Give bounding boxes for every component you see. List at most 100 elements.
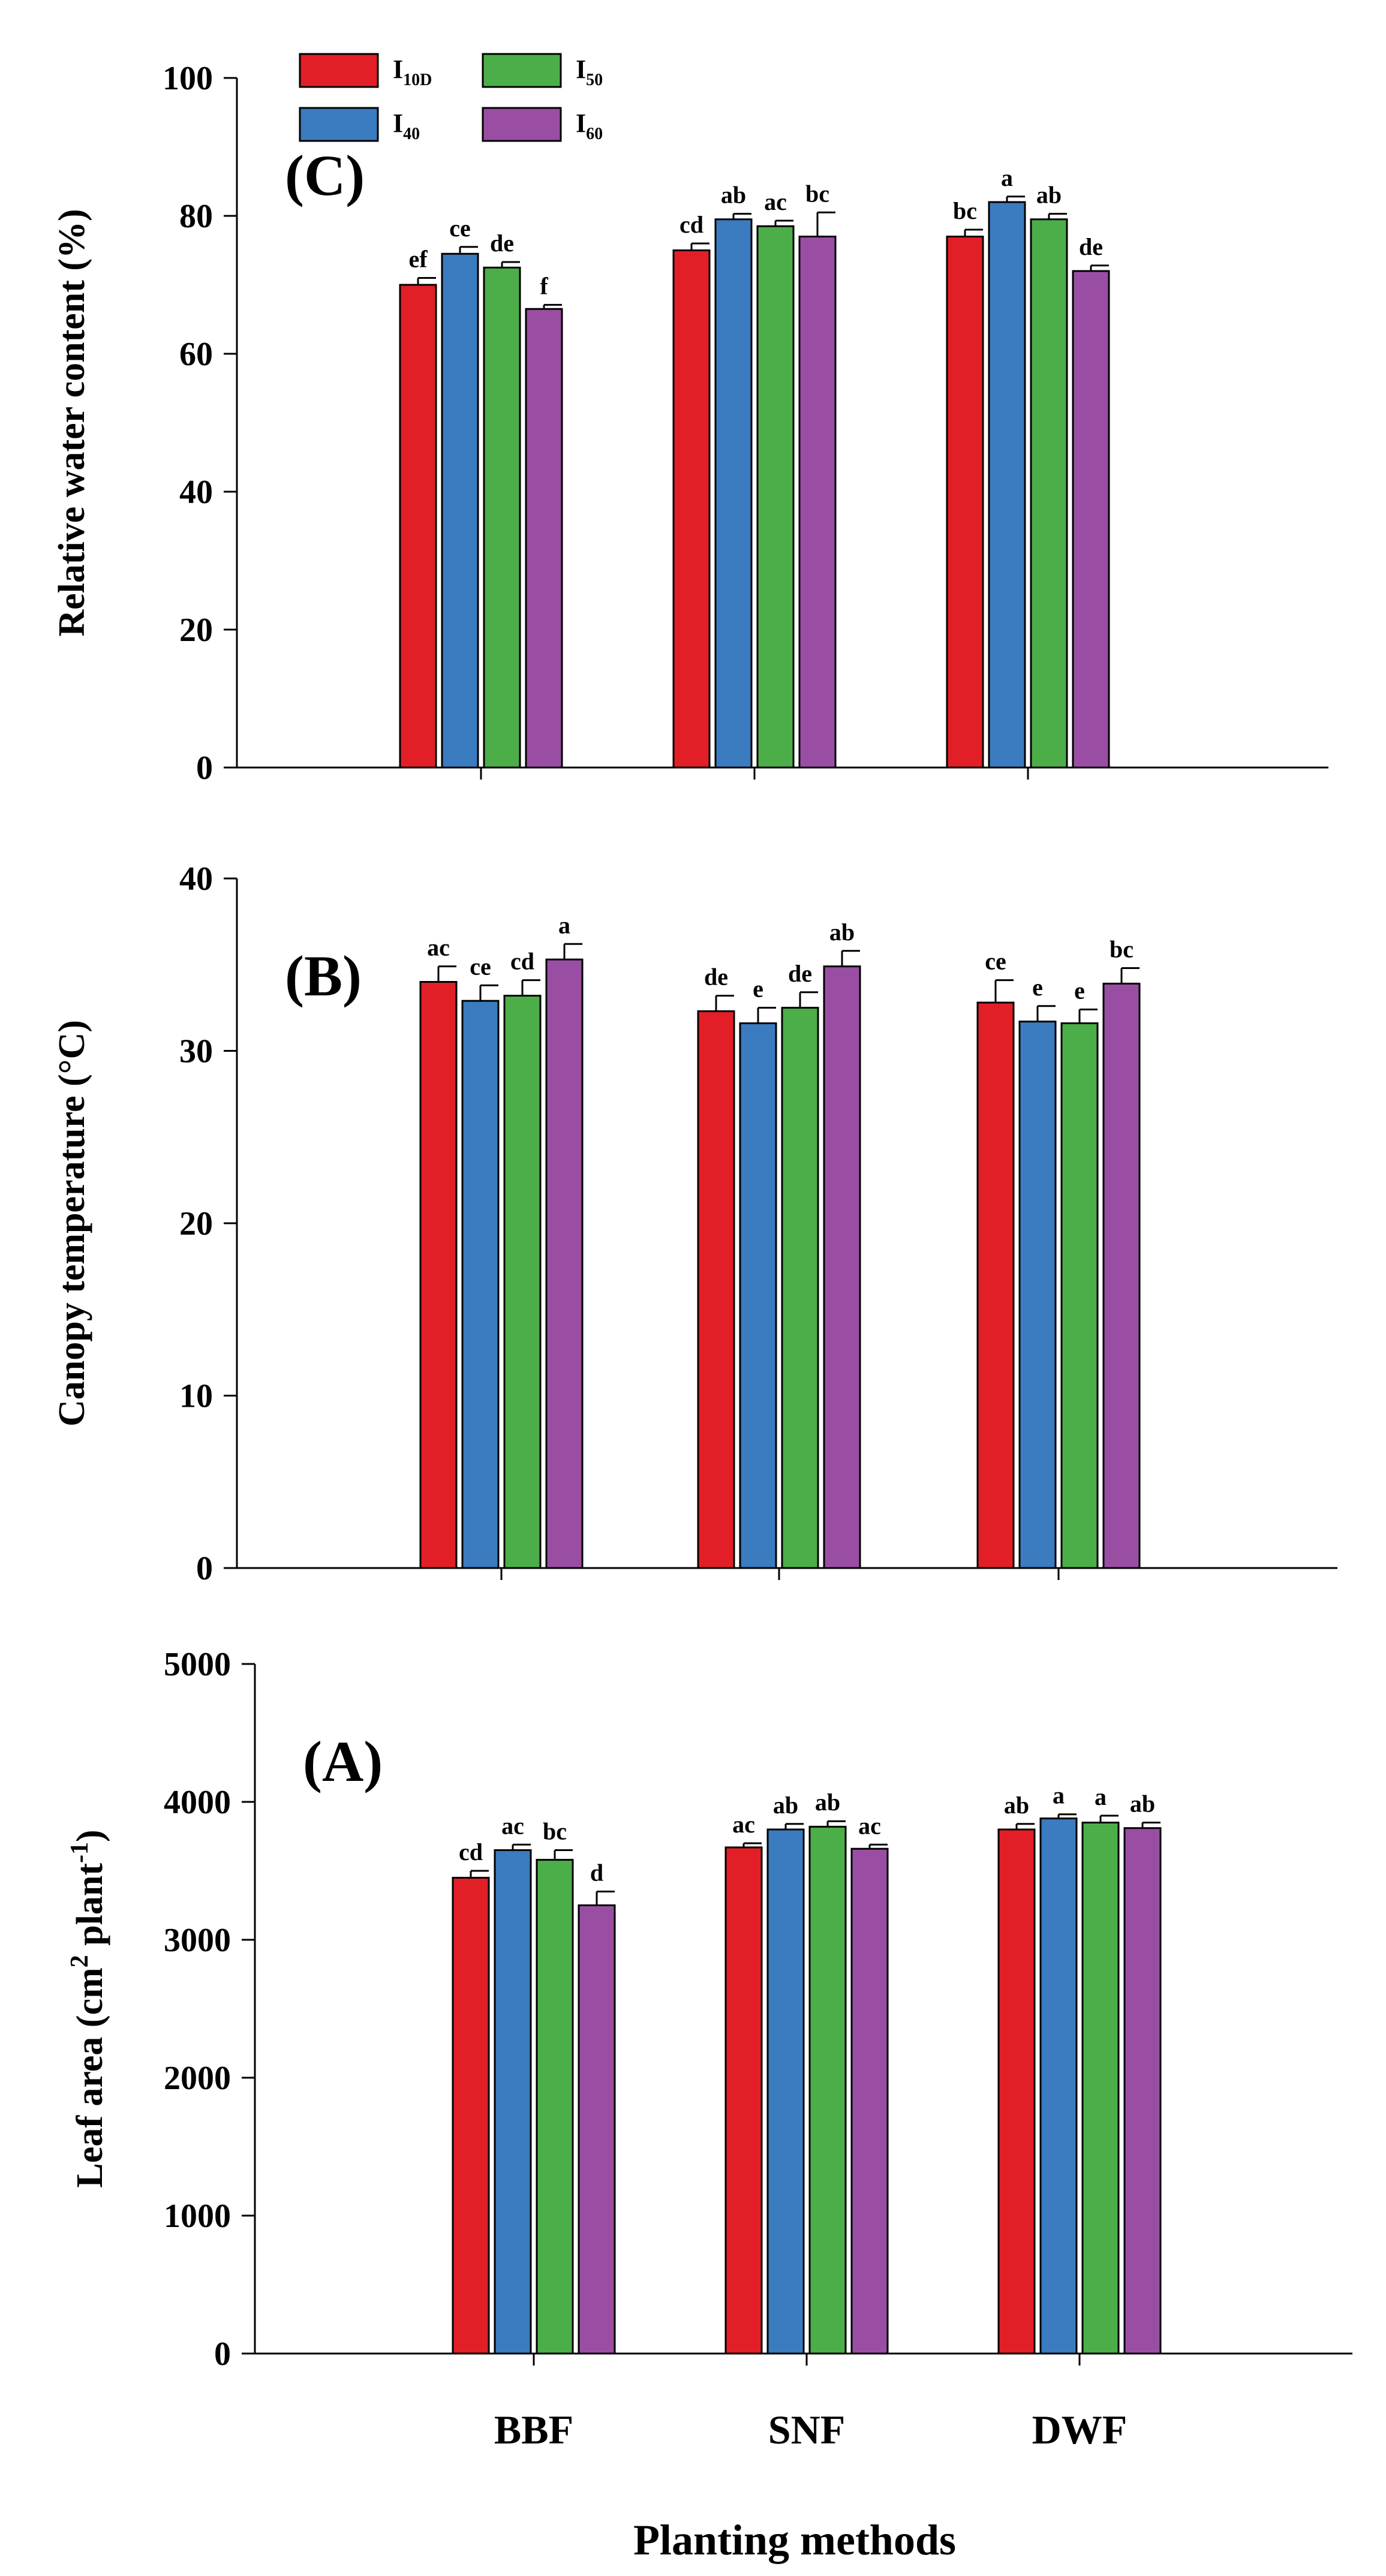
legend-label: I60 bbox=[576, 109, 603, 143]
y-tick-label: 100 bbox=[163, 60, 213, 97]
significance-label: a bbox=[1053, 1782, 1065, 1809]
legend-item-40: I40 bbox=[299, 107, 420, 143]
bar-snf-i40 bbox=[766, 1828, 805, 2355]
bar-dwf-i40 bbox=[1018, 1021, 1057, 1569]
y-tick-label: 80 bbox=[179, 198, 213, 235]
legend-item-60: I60 bbox=[482, 107, 603, 143]
significance-label: ac bbox=[501, 1812, 524, 1839]
significance-label: ab bbox=[1036, 182, 1062, 209]
y-tick-label: 20 bbox=[179, 1205, 213, 1242]
legend-label: I10D bbox=[393, 55, 432, 89]
significance-label: cd bbox=[510, 948, 534, 975]
significance-label: bc bbox=[805, 180, 829, 207]
y-axis-title: Canopy temperature (°C) bbox=[52, 1020, 92, 1427]
x-tick-label-dwf: DWF bbox=[1032, 2407, 1128, 2452]
y-tick-label: 0 bbox=[214, 2336, 231, 2373]
bar-bbf-i60 bbox=[545, 958, 584, 1569]
y-tick-label: 10 bbox=[179, 1378, 213, 1415]
bar-bbf-i10d bbox=[452, 1877, 490, 2355]
bar-bbf-i10d bbox=[399, 284, 437, 769]
bar-bbf-i40 bbox=[441, 252, 479, 769]
significance-label: de bbox=[1079, 233, 1103, 260]
significance-label: ac bbox=[427, 934, 450, 961]
panel-label: (A) bbox=[303, 1729, 383, 1793]
y-tick-label: 40 bbox=[179, 860, 213, 898]
significance-label: a bbox=[1095, 1783, 1107, 1810]
bar-dwf-i50 bbox=[1081, 1822, 1120, 2355]
bar-bbf-i40 bbox=[461, 1000, 500, 1569]
significance-label: ef bbox=[408, 246, 428, 273]
bar-bbf-i40 bbox=[494, 1849, 532, 2355]
significance-label: bc bbox=[543, 1818, 567, 1845]
bar-dwf-i40 bbox=[988, 201, 1026, 769]
legend-item-10d: I10D bbox=[299, 53, 432, 89]
significance-label: de bbox=[704, 964, 728, 991]
legend-swatch bbox=[482, 53, 562, 88]
significance-label: e bbox=[1032, 974, 1043, 1001]
bar-snf-i60 bbox=[823, 965, 861, 1569]
significance-label: ab bbox=[721, 182, 746, 209]
bar-dwf-i60 bbox=[1072, 270, 1110, 769]
y-axis-title: Leaf area (cm2 plant-1) bbox=[66, 1829, 110, 2187]
legend-item-50: I50 bbox=[482, 53, 603, 89]
bar-snf-i60 bbox=[798, 236, 837, 769]
y-tick-label: 0 bbox=[196, 750, 213, 787]
bar-bbf-i60 bbox=[525, 308, 563, 769]
bar-snf-i60 bbox=[850, 1847, 889, 2355]
y-tick-label: 4000 bbox=[164, 1784, 231, 1821]
significance-label: ac bbox=[858, 1812, 881, 1839]
bar-snf-i40 bbox=[739, 1022, 777, 1569]
chart-relative-water-content: 0 20 40 60 80 100 Relative water content (%) (C… bbox=[52, 60, 1328, 787]
legend-swatch bbox=[299, 107, 379, 142]
y-tick-label: 60 bbox=[179, 336, 213, 373]
y-tick-label: 30 bbox=[179, 1033, 213, 1070]
bar-bbf-i10d bbox=[419, 981, 458, 1569]
significance-label: a bbox=[1001, 164, 1013, 191]
bar-snf-i10d bbox=[724, 1846, 763, 2355]
significance-label: de bbox=[788, 960, 812, 987]
significance-label: a bbox=[558, 911, 570, 938]
legend-label: I40 bbox=[393, 109, 420, 143]
x-tick-label-bbf: BBF bbox=[494, 2407, 573, 2452]
significance-label: de bbox=[490, 230, 514, 257]
bar-dwf-i60 bbox=[1102, 982, 1141, 1569]
bar-snf-i50 bbox=[756, 225, 795, 769]
y-tick-label: 40 bbox=[179, 474, 213, 511]
legend-label: I50 bbox=[576, 55, 603, 89]
significance-label: ce bbox=[985, 948, 1006, 975]
bar-bbf-i50 bbox=[483, 266, 521, 769]
significance-label: ab bbox=[1004, 1792, 1029, 1819]
bar-snf-i10d bbox=[697, 1010, 735, 1569]
legend-swatch bbox=[299, 53, 379, 88]
bar-dwf-i50 bbox=[1060, 1022, 1099, 1569]
bar-bbf-i50 bbox=[536, 1859, 574, 2355]
significance-label: ab bbox=[773, 1792, 798, 1819]
significance-label: f bbox=[540, 272, 548, 299]
bar-bbf-i50 bbox=[503, 995, 542, 1569]
x-axis-title: Planting methods bbox=[633, 2516, 956, 2564]
y-tick-label: 0 bbox=[196, 1550, 213, 1587]
y-tick-label: 1000 bbox=[164, 2198, 231, 2235]
y-tick-label: 20 bbox=[179, 612, 213, 649]
bar-dwf-i50 bbox=[1030, 218, 1068, 769]
significance-label: ab bbox=[829, 919, 855, 946]
significance-label: ce bbox=[470, 953, 491, 980]
x-tick-label-snf: SNF bbox=[768, 2407, 845, 2452]
panel-label: (C) bbox=[285, 143, 365, 207]
significance-label: ab bbox=[815, 1789, 840, 1816]
panel-label: (B) bbox=[285, 944, 362, 1008]
y-tick-label: 2000 bbox=[164, 2060, 231, 2097]
y-tick-label: 3000 bbox=[164, 1922, 231, 1959]
bar-dwf-i10d bbox=[976, 1001, 1015, 1569]
significance-label: e bbox=[1074, 977, 1085, 1004]
significance-label: ce bbox=[449, 215, 471, 242]
bar-dwf-i10d bbox=[946, 236, 984, 769]
significance-label: d bbox=[590, 1859, 603, 1886]
significance-label: ac bbox=[764, 188, 787, 215]
bar-snf-i40 bbox=[714, 218, 753, 769]
y-tick-label: 5000 bbox=[164, 1646, 231, 1683]
bar-dwf-i40 bbox=[1039, 1817, 1078, 2355]
legend: I10D I40 I50 I60 bbox=[299, 53, 603, 143]
